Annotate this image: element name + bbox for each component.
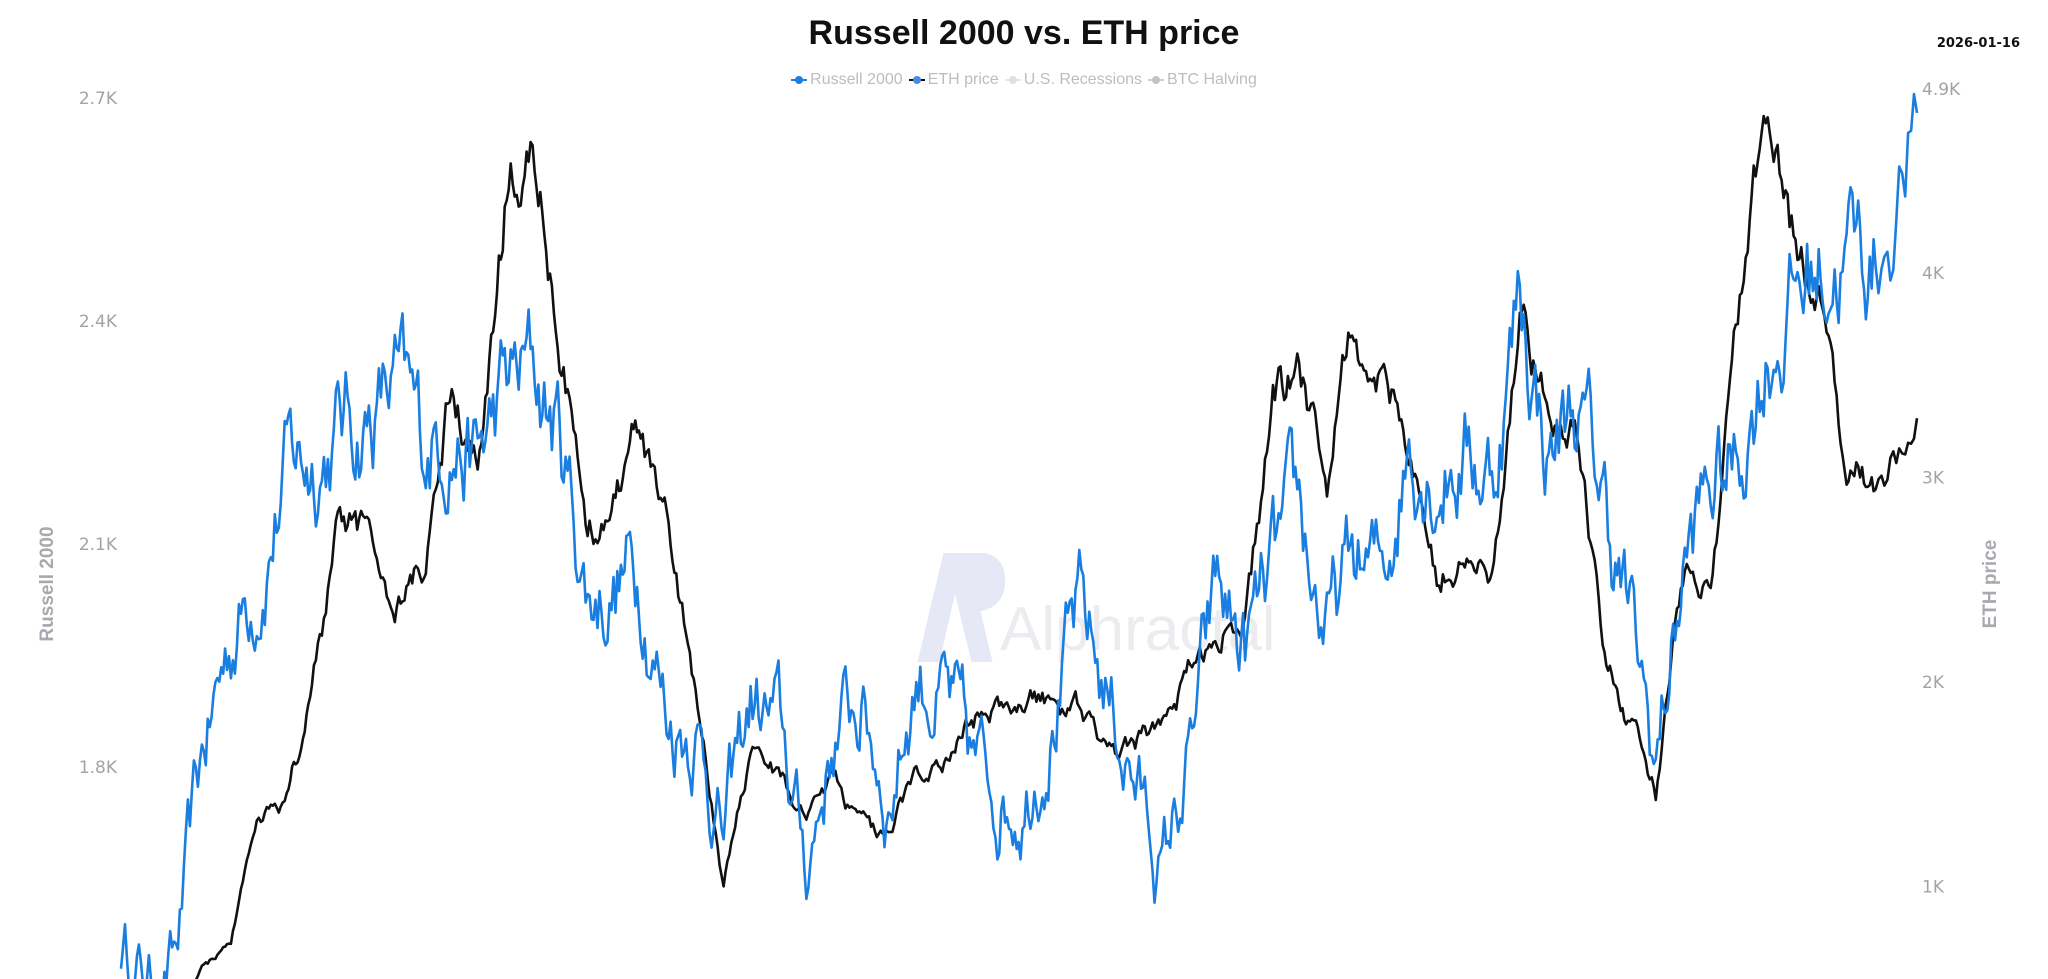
right-axis: 4.9K 4K 3K 2K 1K — [1922, 80, 1961, 898]
series-line-russell-2000 — [119, 92, 1919, 979]
date-label: 2026-01-16 — [1936, 36, 2020, 51]
legend-marker-icon — [791, 75, 808, 85]
right-axis-title: ETH price — [1980, 540, 2001, 629]
legend-label: U.S. Recessions — [1023, 71, 1143, 88]
legend-marker-icon — [908, 75, 925, 85]
legend-marker-icon — [1004, 75, 1021, 85]
tick-label: 4K — [1922, 264, 1945, 284]
plot-area — [119, 92, 1919, 979]
legend-label: Russell 2000 — [810, 71, 903, 88]
left-axis-title: Russell 2000 — [37, 526, 58, 641]
watermark-text: Alphractal — [1000, 595, 1276, 664]
tick-label: 3K — [1922, 469, 1945, 489]
watermark-logo-icon — [917, 553, 1006, 662]
legend-label: ETH price — [927, 71, 999, 88]
tick-label: 1K — [1922, 878, 1945, 898]
legend: Russell 2000 ETH price U.S. Recessions BTC … — [0, 71, 2048, 90]
legend-item-russell-2000[interactable]: Russell 2000 — [791, 71, 903, 89]
watermark: Alphractal — [917, 553, 1276, 664]
series-line-eth-price — [194, 114, 1919, 979]
tick-label: 2.7K — [79, 89, 118, 109]
tick-label: 1.8K — [79, 758, 118, 778]
left-axis: 2.7K 2.4K 2.1K 1.8K — [79, 89, 118, 778]
legend-marker-icon — [1148, 75, 1165, 85]
tick-label: 4.9K — [1922, 80, 1961, 100]
tick-label: 2K — [1922, 673, 1945, 693]
tick-label: 2.1K — [79, 535, 118, 555]
legend-item-u-s-recessions[interactable]: U.S. Recessions — [1004, 71, 1143, 89]
legend-item-eth-price[interactable]: ETH price — [908, 71, 999, 89]
tick-label: 2.4K — [79, 312, 118, 332]
legend-item-btc-halving[interactable]: BTC Halving — [1148, 71, 1257, 89]
legend-label: BTC Halving — [1167, 71, 1257, 88]
chart-title: Russell 2000 vs. ETH price — [808, 14, 1240, 52]
